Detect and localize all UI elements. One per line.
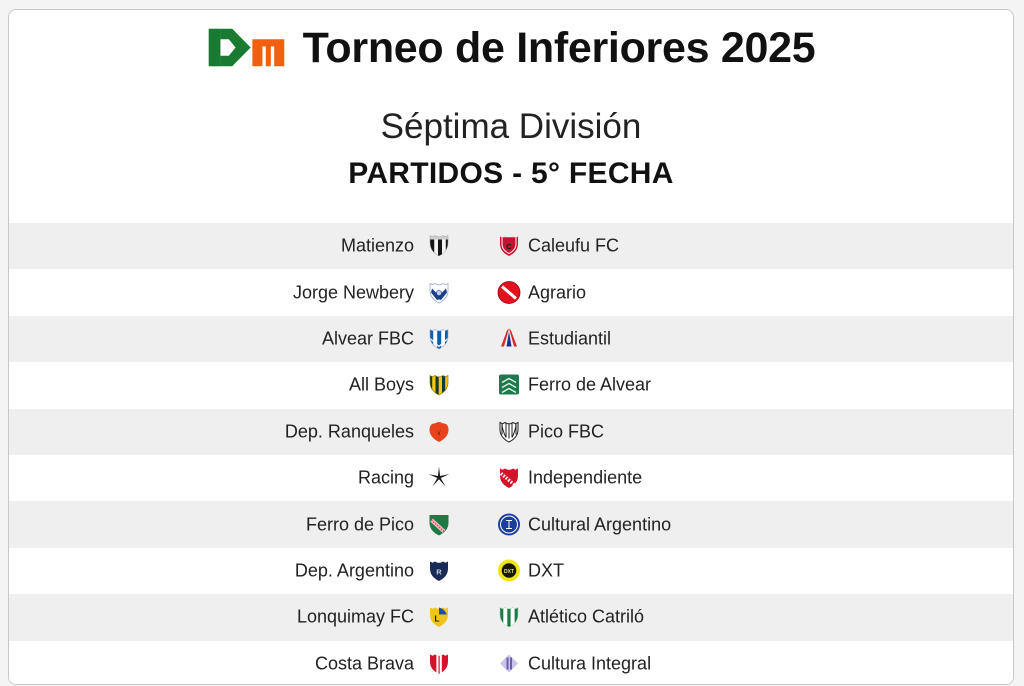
svg-text:R: R bbox=[436, 567, 442, 576]
svg-text:DXT: DXT bbox=[504, 569, 514, 575]
svg-text:C: C bbox=[506, 242, 512, 251]
svg-text:L: L bbox=[434, 614, 439, 624]
